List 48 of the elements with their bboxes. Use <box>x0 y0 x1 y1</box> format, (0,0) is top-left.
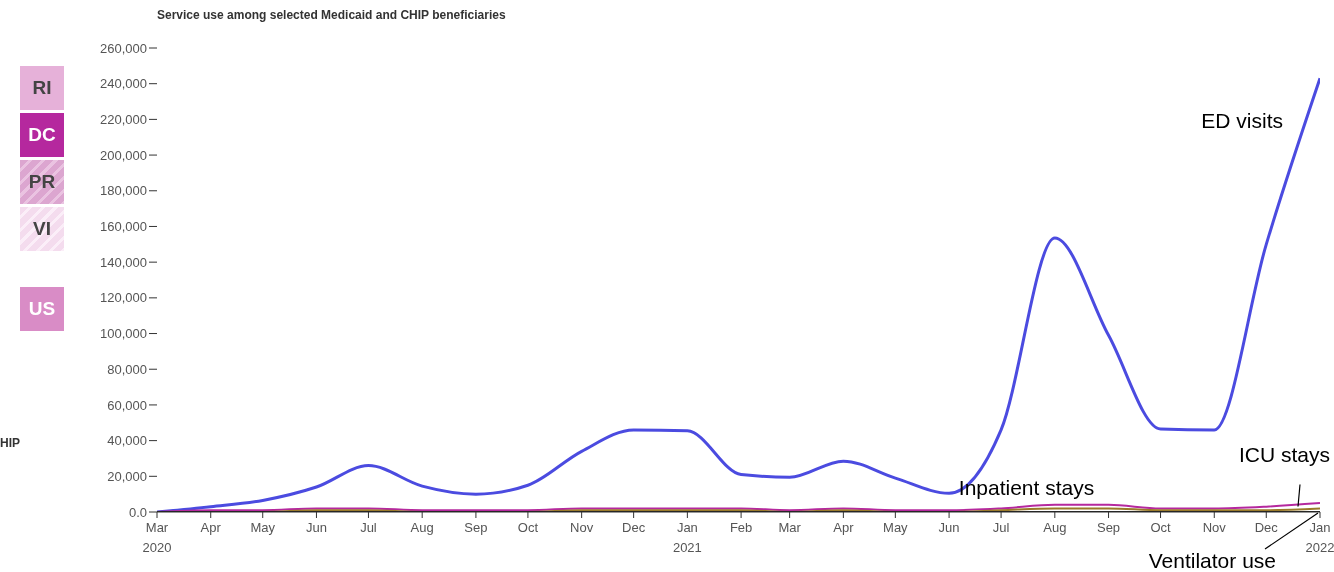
x-tick-label: May <box>250 520 276 535</box>
x-tick-label: Feb <box>729 520 753 535</box>
x-tick-label: Dec <box>622 520 646 535</box>
y-tick-label: 200,000 <box>100 147 147 163</box>
y-tick-label: 240,000 <box>100 76 147 92</box>
x-tick-label: Jun <box>938 520 960 535</box>
x-tick-label: Sep <box>464 520 488 535</box>
x-tick-label: Apr <box>833 520 855 535</box>
state-tile: US <box>20 287 64 331</box>
text: HIP <box>0 436 21 450</box>
chart-title: Service use among selected Medicaid and CHIP beneficiaries <box>157 8 506 22</box>
x-tick-label: Jan 2022 <box>1305 520 1334 555</box>
x-tick-label: Oct <box>1150 520 1172 535</box>
series-label: ED visits <box>1201 109 1283 133</box>
x-tick-label: Mar 2020 <box>142 520 172 555</box>
y-tick-label: 140,000 <box>100 254 147 270</box>
x-tick-label: Aug <box>410 520 434 535</box>
y-tick-label: 120,000 <box>100 290 147 306</box>
series-label: Inpatient stays <box>958 475 1095 499</box>
state-tile: RI <box>20 66 64 110</box>
x-tick-label: Nov <box>570 520 594 535</box>
y-tick-label: 100,000 <box>100 326 147 342</box>
x-tick-label: Jan 2021 <box>672 520 702 555</box>
y-tick-label: 180,000 <box>100 183 147 199</box>
y-tick-label: 20,000 <box>107 468 147 484</box>
y-tick-label: 220,000 <box>100 112 147 127</box>
x-tick-label: Sep <box>1096 520 1121 535</box>
x-tick-label: Jul <box>992 520 1010 535</box>
state-tile: DC <box>20 113 64 157</box>
x-tick-label: May <box>883 520 909 535</box>
x-tick-label: Apr <box>200 520 222 535</box>
x-tick-label: Oct <box>517 520 539 535</box>
x-tick-label: Jun <box>305 520 327 535</box>
x-tick-label: Aug <box>1043 520 1067 535</box>
x-tick-label: Jul <box>360 520 377 535</box>
y-tick-label: 160,000 <box>100 219 147 235</box>
x-tick-label: Dec <box>1254 520 1279 535</box>
y-tick-label: 0.0 <box>128 504 147 520</box>
text: ICU stays <box>1238 443 1330 467</box>
y-tick-label: 80,000 <box>107 361 147 377</box>
state-tile: VI <box>20 207 64 251</box>
y-tick-label: 260,000 <box>100 40 147 56</box>
x-tick-label: Mar <box>778 520 802 535</box>
x-tick-label: Nov <box>1202 520 1227 535</box>
y-tick-label: 40,000 <box>107 433 147 449</box>
y-tick-label: 60,000 <box>107 397 147 413</box>
series-label: Ventilator use <box>1148 549 1276 572</box>
state-tile: PR <box>20 160 64 204</box>
